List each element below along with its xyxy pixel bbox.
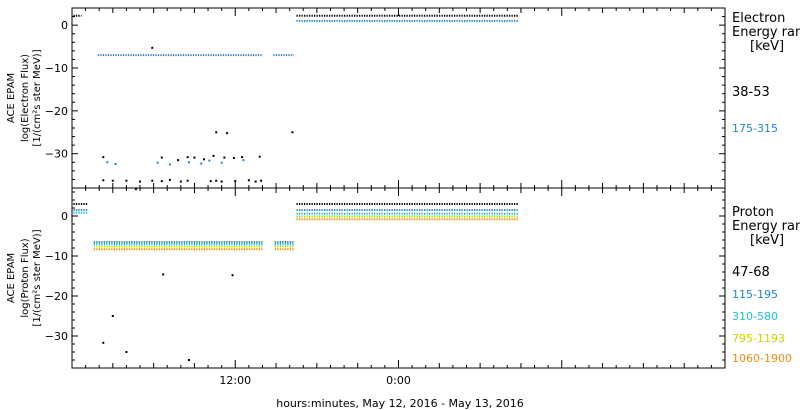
series-38-53-point bbox=[209, 180, 212, 183]
series-38-53-point bbox=[160, 156, 163, 159]
legend-entry-115-195: 115-195 bbox=[732, 288, 778, 301]
y-axis-label-line: [1/(cm²s ster MeV)] bbox=[32, 49, 43, 146]
series-175-315-point bbox=[114, 163, 117, 165]
y-axis-label-line: log(Electron Flux) bbox=[20, 54, 31, 142]
series-175-315-point bbox=[156, 161, 159, 164]
series-38-53-point bbox=[220, 180, 223, 183]
series-38-53-point bbox=[186, 156, 189, 159]
series-38-53-point bbox=[202, 158, 205, 161]
x-axis-label: hours:minutes, May 12, 2016 - May 13, 20… bbox=[276, 397, 524, 410]
y-axis-label-line: [1/(cm²s ster MeV)] bbox=[32, 229, 43, 326]
series-38-53-point bbox=[260, 179, 263, 182]
series-38-53-point bbox=[151, 179, 154, 182]
series-38-53-point bbox=[223, 156, 226, 159]
series-38-53-point bbox=[151, 46, 154, 49]
chart-marks bbox=[73, 14, 519, 361]
series-38-53-point bbox=[111, 179, 114, 182]
legend-entry-1060-1900: 1060-1900 bbox=[732, 352, 792, 365]
x-tick-label: 12:00 bbox=[219, 374, 251, 387]
series-47-68-point bbox=[125, 351, 128, 353]
series-38-53-point bbox=[102, 179, 105, 182]
series-38-53-point bbox=[139, 180, 142, 183]
y-tick-label: −20 bbox=[45, 105, 68, 118]
y-axis-label-line: log(Proton Flux) bbox=[20, 238, 31, 317]
series-38-53-point bbox=[226, 132, 229, 135]
legend-entry-310-580: 310-580 bbox=[732, 310, 778, 323]
series-38-53-point bbox=[193, 156, 196, 159]
series-175-315-point bbox=[220, 161, 223, 164]
series-38-53-point bbox=[247, 179, 250, 182]
x-tick-label: 0:00 bbox=[386, 374, 411, 387]
legend-title-line: Proton bbox=[732, 205, 774, 220]
chart-axes bbox=[71, 7, 726, 369]
legend-entry-795-1193: 795-1193 bbox=[732, 332, 785, 345]
legend-title-line: [keV] bbox=[750, 233, 784, 248]
series-47-68-point bbox=[162, 273, 165, 276]
series-38-53-point bbox=[215, 179, 218, 182]
series-47-68-point bbox=[134, 188, 137, 191]
legend-entry-175-315: 175-315 bbox=[732, 122, 778, 135]
series-175-315-point bbox=[208, 159, 211, 162]
y-tick-label: 0 bbox=[61, 19, 68, 32]
y-tick-label: −30 bbox=[45, 148, 68, 161]
series-175-315-point bbox=[168, 163, 171, 166]
y-axis-label-line: ACE EPAM bbox=[6, 73, 17, 123]
series-38-53-point bbox=[212, 154, 215, 157]
series-175-315-point bbox=[242, 159, 245, 162]
legend-title-line: [keV] bbox=[750, 39, 784, 54]
series-175-315-point bbox=[187, 161, 190, 164]
series-38-53-point bbox=[241, 156, 244, 159]
series-38-53-point bbox=[215, 131, 218, 134]
legend-title-line: Energy ran bbox=[732, 219, 800, 234]
y-tick-label: −10 bbox=[45, 62, 68, 75]
series-38-53-point bbox=[291, 131, 294, 134]
series-47-68-point bbox=[231, 274, 234, 277]
series-38-53-point bbox=[258, 155, 261, 158]
series-38-53-point bbox=[179, 180, 182, 183]
series-38-53-point bbox=[168, 178, 171, 181]
series-38-53-point bbox=[232, 157, 235, 159]
legend-entry-38-53: 38-53 bbox=[732, 85, 770, 100]
legend-entry-47-68: 47-68 bbox=[732, 265, 770, 280]
series-38-53-point bbox=[177, 159, 180, 162]
series-38-53-point bbox=[102, 156, 105, 159]
series-47-68-point bbox=[187, 359, 190, 361]
y-axis-label-line: ACE EPAM bbox=[6, 253, 17, 303]
y-tick-label: 0 bbox=[61, 210, 68, 223]
series-47-68-point bbox=[111, 315, 114, 317]
y-tick-label: −20 bbox=[45, 290, 68, 303]
series-38-53-point bbox=[125, 179, 128, 182]
y-tick-label: −30 bbox=[45, 330, 68, 343]
series-38-53-point bbox=[254, 180, 257, 183]
legend-title-line: Energy ran bbox=[732, 25, 800, 40]
y-tick-label: −10 bbox=[45, 250, 68, 263]
series-38-53-point bbox=[186, 179, 189, 182]
series-47-68-point bbox=[102, 341, 105, 344]
series-175-315-point bbox=[200, 162, 203, 165]
series-38-53-point bbox=[160, 180, 163, 183]
legend-title-line: Electron bbox=[732, 11, 785, 26]
series-175-315-point bbox=[106, 161, 109, 164]
